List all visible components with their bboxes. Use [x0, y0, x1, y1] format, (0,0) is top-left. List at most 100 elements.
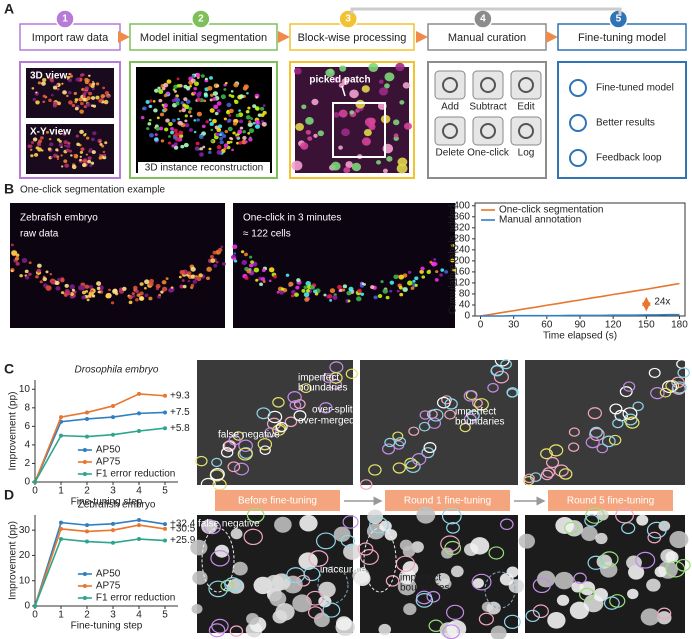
cell	[622, 407, 638, 420]
cell	[167, 135, 171, 138]
cell	[247, 131, 251, 135]
cell	[91, 87, 95, 91]
cell	[238, 141, 243, 145]
cell	[28, 272, 32, 276]
cell	[260, 277, 266, 282]
outcome-icon	[569, 149, 587, 167]
cell	[295, 123, 304, 131]
cell	[216, 149, 222, 155]
cell	[73, 91, 77, 95]
cell	[228, 93, 232, 97]
cell	[659, 387, 672, 398]
cell	[229, 625, 244, 637]
cell	[290, 294, 295, 298]
cell	[340, 534, 356, 547]
data-point	[85, 529, 89, 534]
cell	[160, 139, 165, 143]
cell	[404, 122, 412, 130]
cell	[503, 614, 521, 629]
cell	[81, 88, 84, 91]
cell	[650, 386, 665, 400]
cell	[50, 93, 54, 97]
cell	[84, 133, 87, 136]
cell	[301, 104, 307, 110]
cell	[338, 109, 348, 118]
cell	[62, 132, 67, 136]
cell	[218, 133, 222, 137]
cell	[402, 82, 410, 89]
cell	[235, 113, 240, 118]
error-label: over-merged	[298, 416, 355, 427]
patch-box	[332, 102, 386, 158]
cell	[170, 286, 174, 289]
cell	[444, 409, 456, 420]
cell	[79, 155, 82, 158]
cell	[68, 149, 73, 153]
cell	[199, 147, 204, 151]
cell	[368, 464, 382, 476]
cell	[189, 114, 193, 118]
cell	[234, 99, 237, 103]
cell	[90, 289, 94, 293]
x-tick-label: 4	[136, 486, 142, 497]
error-outline	[317, 566, 349, 604]
cell	[232, 561, 248, 576]
cell	[164, 127, 169, 132]
cell	[148, 281, 154, 287]
cell	[238, 109, 241, 112]
cell	[545, 456, 560, 469]
cell	[144, 293, 149, 298]
cell	[181, 279, 185, 282]
cell	[600, 551, 619, 567]
cell	[86, 96, 91, 101]
y-tick-label: 160	[453, 267, 470, 278]
cell	[426, 590, 441, 603]
cell	[499, 518, 514, 531]
cell	[382, 168, 388, 174]
cell	[25, 275, 30, 280]
cell	[35, 100, 40, 105]
cell	[394, 436, 407, 447]
cell	[66, 292, 71, 296]
x-axis-label: Fine-tuning step	[71, 497, 143, 508]
data-point	[111, 540, 115, 545]
cell	[91, 150, 96, 155]
caption-bg	[138, 162, 270, 174]
cell	[64, 283, 69, 288]
cell	[264, 427, 277, 438]
cell	[431, 261, 437, 267]
cell	[107, 95, 111, 98]
cell	[193, 81, 200, 87]
cell	[11, 250, 18, 256]
cell	[252, 121, 256, 125]
y-tick-label: 10	[19, 575, 31, 586]
cell	[416, 506, 436, 524]
step-panel	[19, 61, 121, 179]
cell	[355, 99, 366, 109]
cell	[105, 293, 111, 299]
cell	[95, 95, 100, 100]
cell	[490, 625, 507, 639]
y-tick-label: 360	[453, 211, 470, 222]
cell	[419, 269, 424, 274]
cell	[29, 148, 33, 151]
cell	[42, 277, 48, 282]
cell	[208, 118, 212, 122]
cell	[654, 566, 667, 578]
cell	[558, 468, 573, 480]
cell	[170, 127, 174, 131]
cell	[35, 275, 39, 279]
cell	[249, 255, 253, 259]
cell	[179, 134, 184, 138]
cell	[269, 591, 287, 607]
cell	[223, 147, 227, 151]
cell	[463, 413, 477, 425]
cell	[179, 284, 184, 289]
cell	[323, 293, 327, 297]
cell	[441, 395, 452, 405]
cell	[178, 275, 182, 279]
cell	[259, 445, 271, 455]
cell	[625, 416, 640, 429]
micrograph	[233, 203, 455, 328]
cell	[341, 78, 350, 85]
